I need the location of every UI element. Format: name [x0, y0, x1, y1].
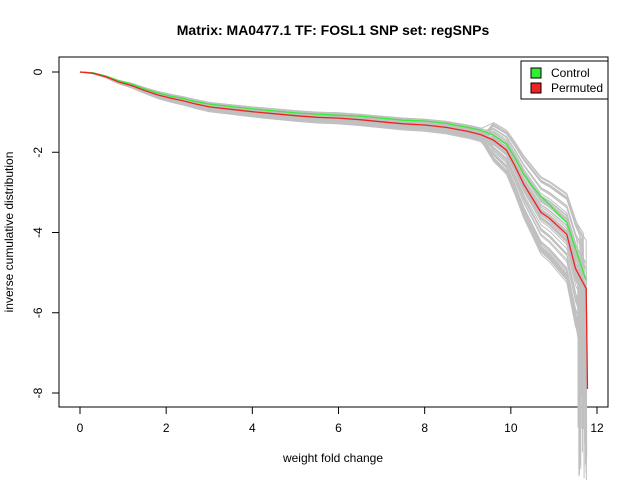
- permutation-line: [79, 71, 583, 429]
- x-tick-label: 2: [163, 421, 170, 435]
- permutation-line: [79, 71, 581, 437]
- series-lines: [79, 71, 589, 390]
- plot-frame: [58, 56, 609, 408]
- permutation-line: [79, 71, 588, 458]
- x-tick-label: 12: [590, 421, 604, 435]
- series-line-permuted: [79, 71, 589, 390]
- y-axis: 0 -2 -4 -6 -8: [31, 68, 60, 398]
- legend-label-permuted: Permuted: [551, 81, 603, 95]
- permutation-line: [79, 71, 587, 464]
- permutation-line: [79, 71, 584, 338]
- permutation-line: [79, 71, 584, 333]
- y-tick-label: -4: [31, 227, 45, 238]
- y-tick-label: -8: [31, 387, 45, 398]
- y-tick-label: 0: [31, 68, 45, 75]
- x-tick-label: 4: [249, 421, 256, 435]
- x-axis: 0 2 4 6 8 10 12: [77, 406, 604, 435]
- x-tick-label: 0: [77, 421, 84, 435]
- chart-title: Matrix: MA0477.1 TF: FOSL1 SNP set: regS…: [177, 22, 490, 38]
- permutation-line: [79, 71, 579, 428]
- legend-swatch-permuted: [530, 82, 542, 94]
- permutation-line: [79, 71, 585, 468]
- permutation-line: [79, 71, 584, 316]
- permutation-line: [79, 71, 580, 460]
- permutation-line: [79, 71, 584, 430]
- permutation-line: [79, 71, 584, 334]
- permutation-line: [79, 71, 587, 318]
- x-tick-label: 6: [335, 421, 342, 435]
- permutation-line: [79, 71, 583, 453]
- y-tick-label: -6: [31, 307, 45, 318]
- y-tick-label: -2: [31, 147, 45, 158]
- permutation-line: [79, 71, 581, 310]
- permutation-line: [79, 71, 587, 480]
- series-line-control: [79, 71, 587, 281]
- y-axis-label: inverse cumulative distribution: [2, 152, 16, 313]
- permutation-line: [79, 71, 587, 473]
- x-tick-label: 10: [504, 421, 518, 435]
- permutation-line: [79, 71, 585, 443]
- x-axis-label: weight fold change: [282, 451, 383, 465]
- x-tick-label: 8: [421, 421, 428, 435]
- legend-swatch-control: [530, 67, 542, 79]
- permutation-lines: [79, 71, 588, 480]
- permutation-line: [79, 71, 583, 319]
- permutation-line: [79, 71, 579, 331]
- permutation-line: [79, 71, 586, 465]
- permutation-line: [79, 71, 582, 320]
- legend-label-control: Control: [551, 66, 590, 80]
- permutation-line: [79, 71, 584, 313]
